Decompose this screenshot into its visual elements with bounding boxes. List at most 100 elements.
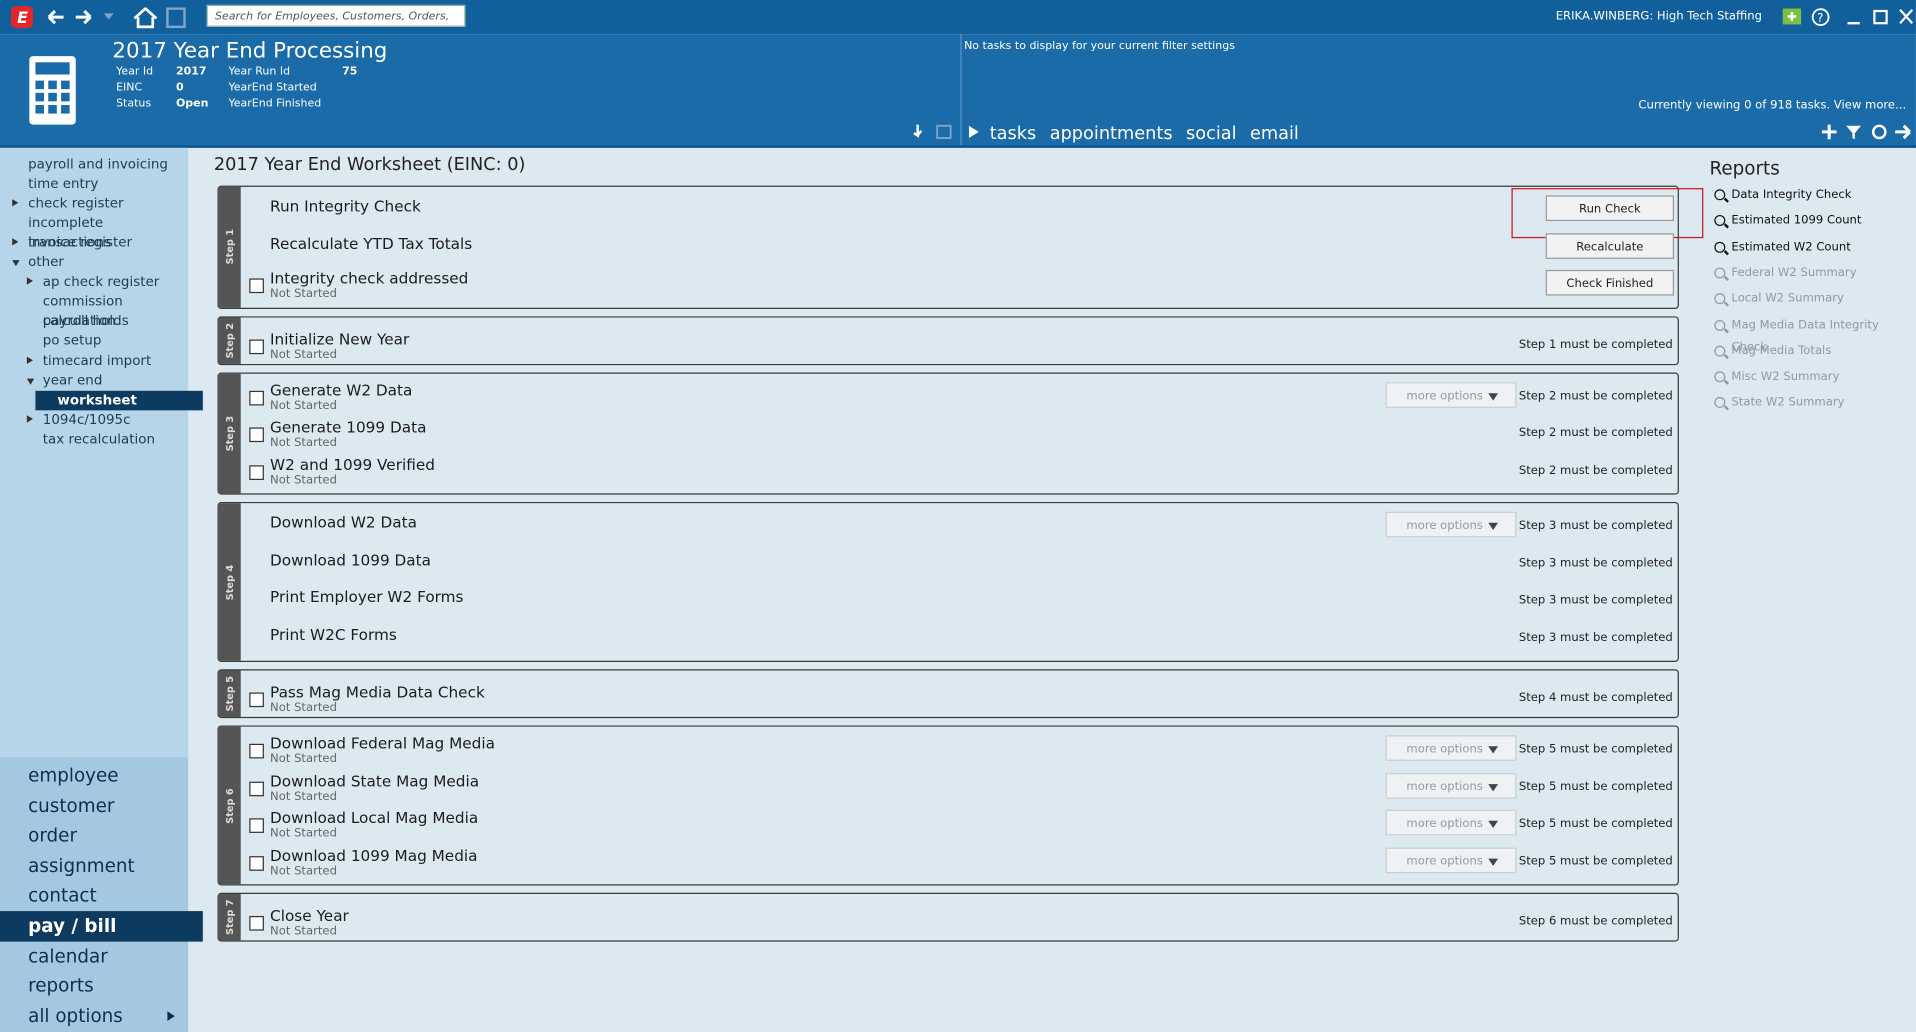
tree-item[interactable]: payroll holds xyxy=(42,313,129,330)
tree-expander[interactable] xyxy=(26,356,33,364)
task-tab[interactable]: social xyxy=(1186,124,1237,145)
tree-expander[interactable] xyxy=(12,238,19,246)
task-checkbox[interactable] xyxy=(249,278,264,294)
nav-arrow xyxy=(167,1010,175,1021)
tree-item[interactable]: timecard import xyxy=(42,352,152,369)
task-name: Download Local Mag Media xyxy=(270,808,479,827)
step-box: Step 1 Run Integrity Check Run Check Recalc… xyxy=(217,185,1704,309)
more-options[interactable]: more options xyxy=(1385,381,1517,408)
nav-item[interactable]: all options xyxy=(28,1004,123,1027)
step-label-bar: Step 1 xyxy=(218,186,241,308)
tree-item[interactable]: check register xyxy=(28,195,124,212)
more-options[interactable]: more options xyxy=(1385,809,1517,836)
app-logo[interactable]: E xyxy=(9,5,36,29)
step-label-bar: Step 3 xyxy=(218,373,241,494)
task-name: Generate 1099 Data xyxy=(270,417,427,437)
tree-expander[interactable] xyxy=(26,414,33,423)
tree-item[interactable]: other xyxy=(28,254,64,271)
task-tab[interactable]: tasks xyxy=(989,124,1037,145)
tree-item[interactable]: year end xyxy=(42,371,103,388)
task-checkbox[interactable] xyxy=(249,427,264,443)
task-note: Step 4 must be completed xyxy=(1518,691,1673,705)
task-row: W2 and 1099 Verified Not Started Step 2 mu… xyxy=(219,450,1678,487)
task-checkbox[interactable] xyxy=(249,692,264,708)
more-options[interactable]: more options xyxy=(1385,772,1517,799)
panel-icons[interactable] xyxy=(1819,122,1914,142)
report-link[interactable]: Estimated W2 Count xyxy=(1713,236,1851,258)
nav-item[interactable]: pay / bill xyxy=(0,911,203,942)
tree-expander[interactable] xyxy=(12,199,19,207)
tree-item[interactable]: time entry xyxy=(28,175,99,192)
tasks-viewing[interactable]: Currently viewing 0 of 918 tasks. View m… xyxy=(1638,98,1907,113)
tree-item[interactable]: tax recalculation xyxy=(42,430,155,447)
tabs-arrow xyxy=(968,125,979,139)
task-status: Not Started xyxy=(270,287,337,301)
task-tab[interactable]: email xyxy=(1249,124,1299,145)
task-name: Download Federal Mag Media xyxy=(270,734,495,753)
task-tabs: tasks appointments social email xyxy=(989,121,1313,145)
task-checkbox[interactable] xyxy=(249,743,264,759)
task-status: Not Started xyxy=(270,398,337,413)
task-name: Integrity check addressed xyxy=(270,268,469,288)
task-checkbox[interactable] xyxy=(249,855,264,871)
main-nav: employee customer order assignment contact pa… xyxy=(0,757,203,1032)
top-bar: E Search for Employees, Customers, Order… xyxy=(0,0,1916,45)
task-note: Step 3 must be completed xyxy=(1518,556,1673,570)
task-checkbox[interactable] xyxy=(249,781,264,796)
task-status: Not Started xyxy=(270,473,337,487)
tree-expander[interactable] xyxy=(26,277,33,285)
more-options[interactable]: more options xyxy=(1385,511,1517,538)
task-row: Download Federal Mag Media Not Started mor… xyxy=(219,729,1678,766)
nav-item[interactable]: customer xyxy=(28,794,115,817)
report-link[interactable]: Data Integrity Check xyxy=(1713,184,1852,206)
task-checkbox[interactable] xyxy=(249,390,264,405)
nav-item[interactable]: calendar xyxy=(28,944,108,967)
reports-title: Reports xyxy=(1709,157,1780,180)
task-note: Step 2 must be completed xyxy=(1518,388,1673,403)
task-row: Initialize New Year Not Started Step 1 mus… xyxy=(219,324,1678,361)
tree-expander[interactable] xyxy=(12,260,20,267)
tree-item[interactable]: invoice register xyxy=(28,234,133,251)
nav-item[interactable]: reports xyxy=(28,974,94,997)
task-tab[interactable]: appointments xyxy=(1049,124,1173,145)
tree-expander[interactable] xyxy=(26,378,35,385)
page-title: 2017 Year End Processing xyxy=(112,39,388,64)
tree-item[interactable]: po setup xyxy=(42,332,102,349)
report-link[interactable]: Estimated 1099 Count xyxy=(1713,210,1861,232)
toolbar-icons[interactable] xyxy=(46,7,193,29)
search-box[interactable]: Search for Employees, Customers, Orders,… xyxy=(206,4,466,45)
tree-item[interactable]: commission calculation xyxy=(42,293,123,329)
more-options[interactable]: more options xyxy=(1385,846,1517,873)
task-checkbox[interactable] xyxy=(249,915,264,931)
task-row: Generate W2 Data Not Started more options S… xyxy=(219,376,1678,413)
task-status: Not Started xyxy=(270,924,337,938)
task-button[interactable]: Run Check xyxy=(1545,195,1675,222)
nav-item[interactable]: assignment xyxy=(28,854,135,877)
user-label[interactable]: ERIKA.WINBERG: High Tech Staffing xyxy=(1555,9,1762,24)
svg-text:?: ? xyxy=(1817,11,1823,25)
task-name: Recalculate YTD Tax Totals xyxy=(270,233,473,253)
window-controls[interactable]: ? xyxy=(1782,6,1914,28)
task-row: Download W2 Data more options Step 3 must … xyxy=(219,506,1678,543)
nav-item[interactable]: employee xyxy=(28,764,119,787)
nav-item[interactable]: order xyxy=(28,824,77,847)
task-note: Step 1 must be completed xyxy=(1518,337,1673,352)
task-checkbox[interactable] xyxy=(249,818,264,833)
tree-item[interactable]: 1094c/1095c xyxy=(42,411,131,428)
more-options[interactable]: more options xyxy=(1385,735,1517,761)
nav-item[interactable]: contact xyxy=(28,884,97,907)
task-note: Step 3 must be completed xyxy=(1518,519,1673,533)
task-row: Recalculate YTD Tax Totals Recalculate xyxy=(219,227,1678,264)
task-checkbox[interactable] xyxy=(249,464,264,480)
task-checkbox[interactable] xyxy=(249,338,264,354)
tree-item[interactable]: worksheet xyxy=(35,390,203,410)
task-row: Generate 1099 Data Not Started Step 2 must… xyxy=(219,413,1678,450)
tree-item[interactable]: incomplete transactions xyxy=(28,215,112,251)
step-box: Step 5 Pass Mag Media Data Check Not Start… xyxy=(217,669,1679,719)
header-icons[interactable] xyxy=(912,122,956,142)
task-button[interactable]: Check Finished xyxy=(1545,269,1675,296)
tree-item[interactable]: payroll and invoicing xyxy=(28,156,168,173)
task-button[interactable]: Recalculate xyxy=(1545,232,1675,259)
tree-item[interactable]: ap check register xyxy=(42,273,160,290)
